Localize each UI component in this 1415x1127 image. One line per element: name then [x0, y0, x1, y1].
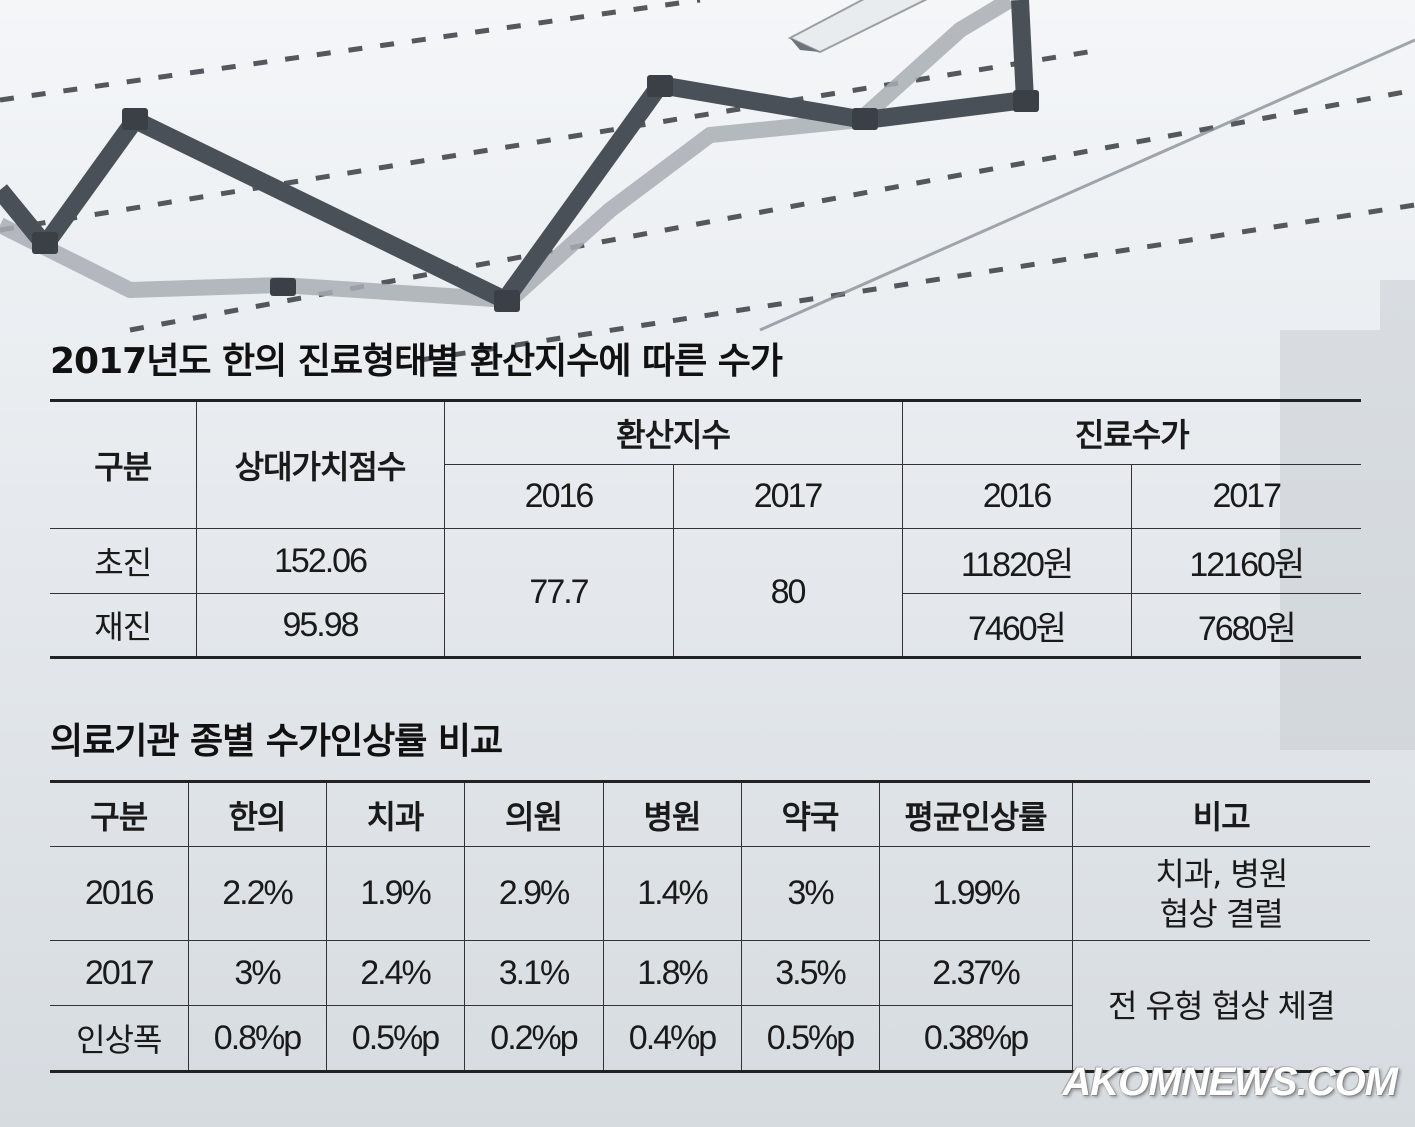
- average-rate-cell: 0.38%p: [878, 1005, 1072, 1072]
- rate-cell: 1.9%: [325, 846, 465, 941]
- background-chart-markers: [32, 75, 1039, 312]
- row-increase-label: 인상폭: [50, 1005, 189, 1072]
- fee-2016-value: 7460원: [901, 593, 1132, 658]
- rate-cell: 0.2%p: [463, 1005, 604, 1072]
- header-conversion-2017: 2017: [672, 464, 903, 529]
- rate-cell: 3.1%: [463, 940, 604, 1006]
- rate-cell: 2.9%: [463, 846, 604, 941]
- table-header-row: 구분 상대가치점수 환산지수 진료수가: [50, 400, 1362, 529]
- table-row: 재진 95.98 7460원 7680원: [50, 593, 1362, 658]
- rate-cell: 0.5%p: [740, 1005, 880, 1072]
- background-dark-trend-line: [0, 0, 1034, 309]
- header-conversion-index: 환산지수: [443, 400, 903, 465]
- rate-cell: 2.2%: [187, 846, 327, 941]
- rate-cell: 1.8%: [602, 940, 742, 1006]
- header-dental: 치과: [325, 781, 465, 847]
- conversion-2017-value: 80: [672, 528, 903, 658]
- remarks-2017: 전 유형 협상 체결: [1071, 940, 1370, 1072]
- row-type-label: 초진: [50, 528, 197, 594]
- average-rate-cell: 2.37%: [878, 940, 1073, 1006]
- rate-cell: 0.4%p: [602, 1005, 742, 1072]
- header-conversion-2016: 2016: [444, 464, 674, 529]
- relative-value-score: 152.06: [195, 528, 445, 594]
- header-fee-2016: 2016: [901, 464, 1132, 529]
- header-average-increase: 평균인상률: [878, 781, 1073, 847]
- row-year-label: 2017: [50, 940, 189, 1006]
- header-fee-2017: 2017: [1130, 464, 1362, 529]
- tuition-table-title: 2017년도 한의 진료형태별 환산지수에 따른 수가: [50, 341, 783, 382]
- rate-cell: 3.5%: [740, 940, 880, 1006]
- fee-2017-value: 7680원: [1130, 593, 1362, 658]
- row-year-label: 2016: [50, 846, 189, 941]
- rate-cell: 0.8%p: [187, 1005, 327, 1072]
- background-axis-line: [759, 38, 1415, 332]
- average-rate-cell: 1.99%: [878, 846, 1073, 941]
- rate-cell: 1.4%: [602, 846, 742, 941]
- rate-cell: 3%: [187, 940, 327, 1006]
- conversion-2016-value: 77.7: [443, 528, 674, 658]
- tuition-table: 구분 상대가치점수 환산지수 진료수가 2016 2017 2016 2017 …: [50, 399, 1362, 659]
- header-clinic: 의원: [463, 781, 604, 847]
- fee-2017-value: 12160원: [1130, 528, 1362, 594]
- background-light-trend-line: [0, 0, 1015, 308]
- table-row: 초진 152.06 77.7 80 11820원 12160원: [50, 528, 1362, 658]
- rate-cell: 0.5%p: [325, 1005, 465, 1072]
- remarks-2016-line1: 치과, 병원: [1155, 854, 1288, 893]
- table-row: 2017 3% 2.4% 3.1% 1.8% 3.5% 2.37% 전 유형 협…: [50, 940, 1370, 1072]
- header-category: 구분: [50, 400, 197, 529]
- background-pen: [787, 0, 927, 54]
- remarks-2016: 치과, 병원 협상 결렬: [1071, 846, 1370, 941]
- table-row: 2016 2.2% 1.9% 2.9% 1.4% 3% 1.99% 치과, 병원…: [50, 846, 1370, 941]
- table-header-row: 구분 한의 치과 의원 병원 약국 평균인상률 비고: [50, 781, 1370, 847]
- rate-cell: 2.4%: [325, 940, 465, 1006]
- header-pharmacy: 약국: [740, 781, 880, 847]
- header-category: 구분: [50, 781, 189, 847]
- header-remarks: 비고: [1071, 781, 1370, 847]
- background-dashed-gridlines: [0, 0, 1415, 363]
- row-type-label: 재진: [50, 593, 197, 658]
- remarks-2016-line2: 협상 결렬: [1159, 894, 1284, 933]
- header-korean-medicine: 한의: [187, 781, 327, 847]
- rate-cell: 3%: [740, 846, 880, 941]
- fee-2016-value: 11820원: [901, 528, 1132, 594]
- relative-value-score: 95.98: [195, 593, 445, 658]
- increase-rate-table: 구분 한의 치과 의원 병원 약국 평균인상률 비고 2016 2.2% 1.9…: [50, 780, 1370, 1073]
- header-hospital: 병원: [602, 781, 742, 847]
- header-medical-fee: 진료수가: [901, 400, 1362, 465]
- watermark: AKOMNEWS.COM: [1062, 1060, 1398, 1104]
- table-row: 인상폭 0.8%p 0.5%p 0.2%p 0.4%p 0.5%p 0.38%p: [50, 1005, 1370, 1072]
- increase-table-title: 의료기관 종별 수가인상률 비교: [50, 721, 503, 762]
- table-subheader-row: 2016 2017 2016 2017: [50, 464, 1362, 529]
- header-relative-value-score: 상대가치점수: [195, 400, 445, 529]
